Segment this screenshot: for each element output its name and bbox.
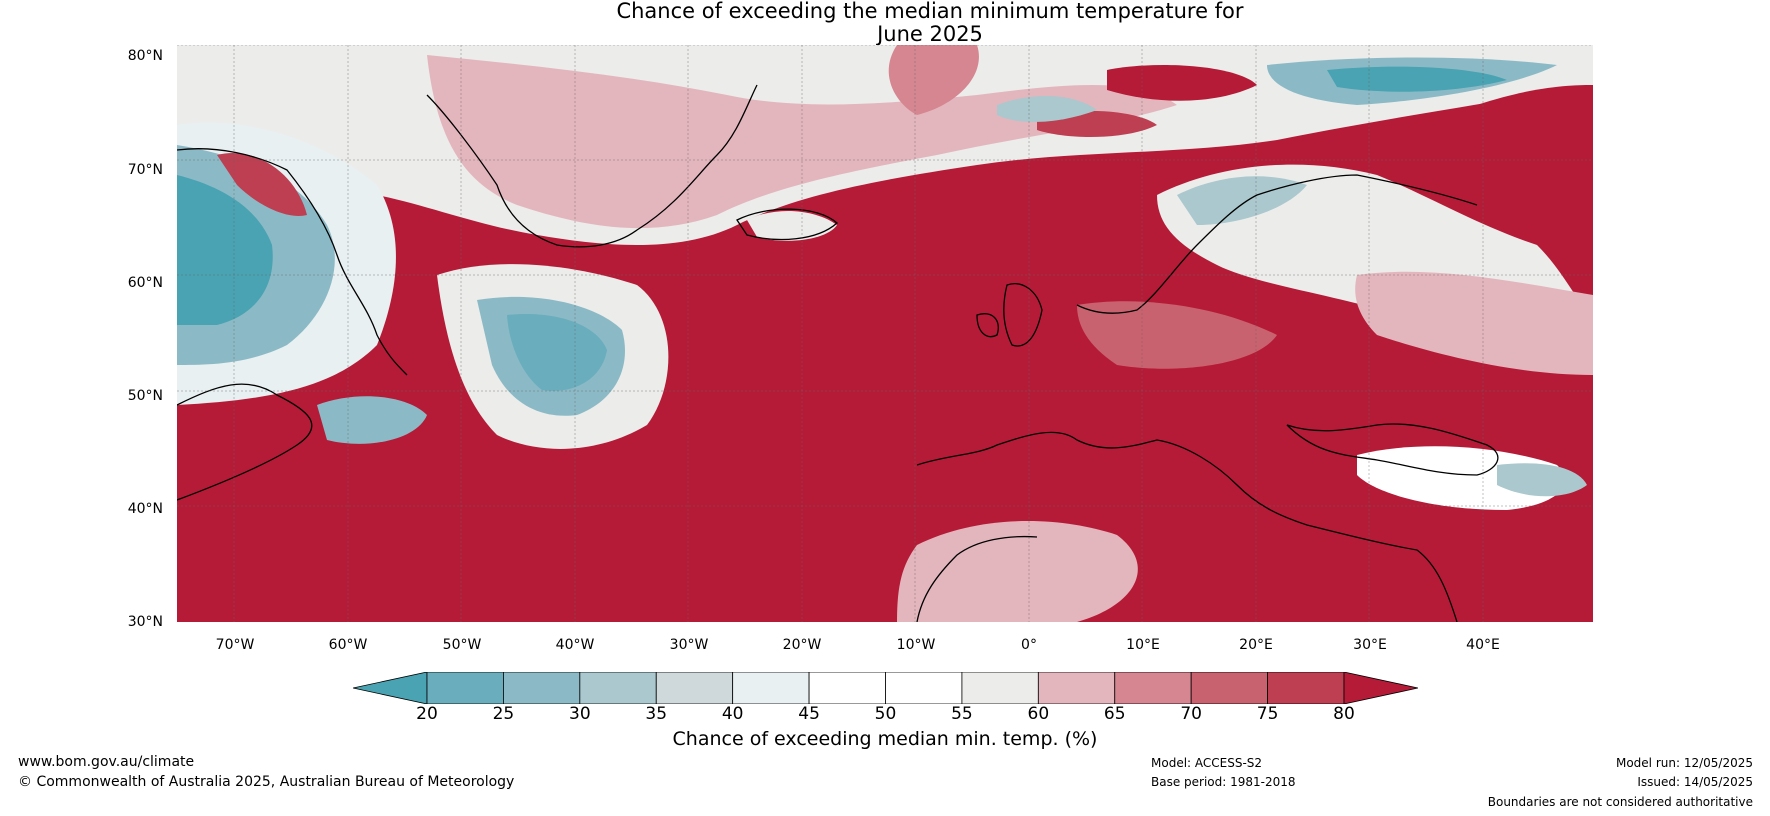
model-run-text: Model run: 12/05/2025 [1615, 756, 1753, 770]
colorbar-segment [808, 672, 886, 704]
russia-pink [1355, 271, 1593, 375]
lon-label-50w: 50°W [442, 637, 482, 653]
arctic-red-patch [1107, 65, 1257, 101]
lon-label-20e: 20°E [1239, 637, 1273, 653]
lon-label-60w: 60°W [328, 637, 368, 653]
model-text: Model: ACCESS-S2 [1151, 756, 1263, 770]
lon-label-40e: 40°E [1466, 637, 1500, 653]
greenland-pink [888, 45, 979, 115]
lon-label-30e: 30°E [1353, 637, 1387, 653]
title-line-2: June 2025 [877, 22, 983, 46]
newfoundland-blue-pocket [317, 396, 427, 444]
caspian-blue [1497, 463, 1587, 497]
colorbar-tick-label: 25 [492, 704, 515, 724]
lon-label-70w: 70°W [215, 637, 255, 653]
colorbar-segment [503, 672, 581, 704]
lat-label-80n: 80°N [127, 48, 163, 64]
lon-label-40w: 40°W [555, 637, 595, 653]
colorbar-segment [961, 672, 1039, 704]
colorbar-segment [579, 672, 657, 704]
colorbar-tick-label: 40 [721, 704, 744, 724]
turkey-pale [1357, 446, 1565, 510]
colorbar-segment [885, 672, 963, 704]
colorbar-tick-label: 35 [645, 704, 668, 724]
colorbar-tick-label: 45 [798, 704, 820, 724]
iceland-landmass [747, 210, 837, 241]
lon-label-10w: 10°W [896, 637, 936, 653]
base-period-text: Base period: 1981-2018 [1151, 775, 1296, 789]
coastlines [177, 84, 1499, 622]
lon-label-30w: 30°W [669, 637, 709, 653]
lat-label-30n: 30°N [127, 614, 163, 630]
colorbar-segment [732, 672, 810, 704]
lat-label-40n: 40°N [127, 501, 163, 517]
forecast-map [177, 45, 1593, 622]
colorbar-tick-label: 60 [1027, 704, 1050, 724]
colorbar-tick-label: 50 [874, 704, 897, 724]
svalbard-blue [997, 95, 1097, 122]
africa-pink [897, 521, 1138, 622]
lon-label-20w: 20°W [782, 637, 822, 653]
colorbar-segment [1037, 672, 1116, 704]
colorbar-tick-label: 55 [951, 704, 973, 724]
colorbar-tick-label: 65 [1103, 704, 1126, 724]
arctic-blue-core [1327, 66, 1507, 92]
labrador-red-streak [217, 153, 307, 216]
graticule [177, 45, 1593, 622]
atlantic-blue-core [507, 314, 607, 391]
lon-label-0: 0° [1021, 637, 1037, 653]
colorbar [353, 672, 1418, 704]
colorbar-segment [1190, 672, 1268, 704]
colorbar-segment [1114, 672, 1192, 704]
northeast-red [1453, 85, 1593, 235]
colorbar-extend-low [353, 672, 428, 704]
map-title: Chance of exceeding the median minimum t… [0, 0, 1770, 46]
issued-text: Issued: 14/05/2025 [1637, 775, 1753, 789]
lon-label-10e: 10°E [1126, 637, 1160, 653]
colorbar-segment [655, 672, 734, 704]
copyright-text: © Commonwealth of Australia 2025, Austra… [18, 774, 515, 790]
colorbar-tick-label: 20 [416, 704, 438, 724]
colorbar-label: Chance of exceeding median min. temp. (%… [672, 728, 1098, 750]
europe-red-mid [1077, 301, 1277, 369]
lat-label-50n: 50°N [127, 388, 163, 404]
website-text: www.bom.gov.au/climate [18, 754, 195, 770]
colorbar-tick-label: 80 [1333, 704, 1355, 724]
colorbar-tick-label: 30 [569, 704, 591, 724]
lat-label-70n: 70°N [127, 162, 163, 178]
colorbar-extend-high [1343, 672, 1418, 704]
colorbar-segment [1267, 672, 1345, 704]
lat-label-60n: 60°N [127, 275, 163, 291]
colorbar-tick-label: 70 [1180, 704, 1202, 724]
colorbar-tick-label: 75 [1256, 704, 1279, 724]
title-line-1: Chance of exceeding the median minimum t… [616, 0, 1244, 23]
disclaimer-text: Boundaries are not considered authoritat… [1487, 795, 1753, 809]
scandinavia-blue [1177, 176, 1307, 225]
colorbar-segment [426, 672, 504, 704]
canada-blue-core [177, 175, 273, 325]
